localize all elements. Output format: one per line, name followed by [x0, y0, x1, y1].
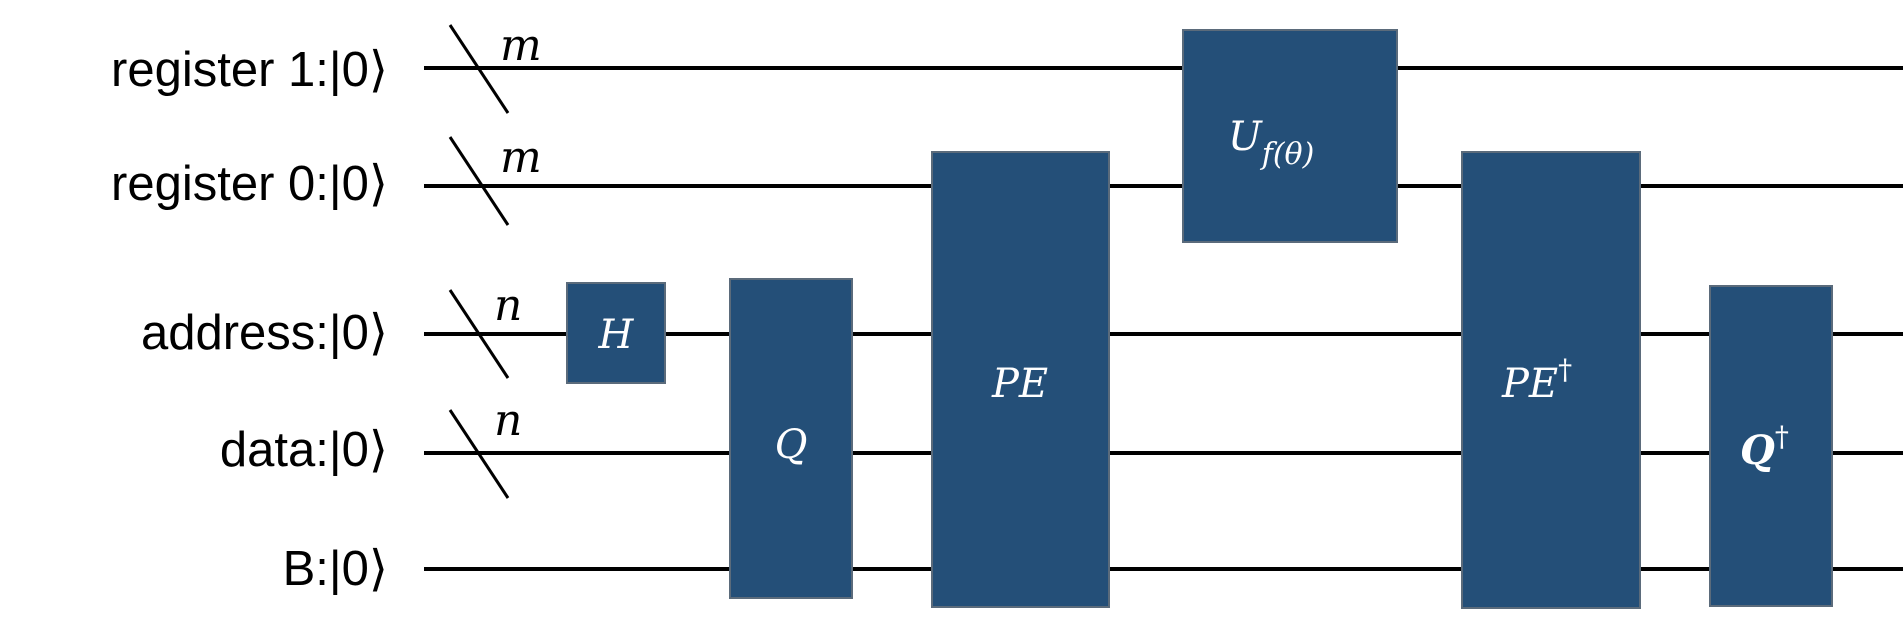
bus-slash-register-0 [448, 136, 510, 226]
gate-q-label: Q [775, 422, 808, 468]
gate-pe: PE [931, 151, 1110, 608]
bus-width-register-1: m [500, 20, 542, 71]
bus-width-address: n [494, 280, 522, 331]
gate-q-box [729, 278, 853, 599]
gate-pe-dagger-superscript: † [1558, 353, 1572, 386]
bus-width-register-0: m [500, 132, 542, 183]
gate-pe-box [931, 151, 1110, 608]
gate-u-f-theta-subscript: f(θ) [1260, 137, 1315, 172]
qubit-label-address: address:|0⟩ [141, 306, 388, 360]
gate-pe-dagger: PE† [1461, 151, 1641, 609]
qubit-label-b: B:|0⟩ [283, 542, 388, 596]
svg-text:Q†: Q† [1740, 420, 1789, 474]
qubit-label-data: data:|0⟩ [220, 423, 388, 477]
gate-pe-dagger-box [1461, 151, 1641, 609]
svg-text:H: H [598, 312, 635, 358]
qubit-label-register-1: register 1:|0⟩ [111, 43, 388, 97]
gate-q-dagger-label: Q [1740, 427, 1775, 474]
qubit-label-register-0: register 0:|0⟩ [111, 157, 388, 211]
gate-u-f-theta-label: U [1228, 114, 1263, 160]
gate-h: H [566, 282, 666, 384]
gate-h-box [566, 282, 666, 384]
gate-q-dagger: Q† [1709, 285, 1833, 607]
bus-slash-data [448, 409, 510, 499]
bus-width-data: n [494, 395, 522, 446]
gate-h-label: H [598, 312, 635, 358]
bus-slash-address [448, 289, 510, 379]
svg-text:Uf(θ): Uf(θ) [1228, 114, 1314, 172]
gate-q-dagger-box [1709, 285, 1833, 607]
bus-slash-register-1 [448, 24, 510, 114]
gate-pe-label: PE [991, 361, 1048, 407]
gate-u-f-theta: Uf(θ) [1182, 29, 1398, 243]
svg-text:PE: PE [991, 361, 1048, 407]
gate-q: Q [729, 278, 853, 599]
gate-pe-dagger-label: PE [1501, 361, 1558, 407]
svg-text:Q: Q [775, 422, 808, 468]
svg-text:PE†: PE† [1501, 353, 1572, 407]
gate-q-dagger-superscript: † [1775, 420, 1789, 453]
gate-u-f-theta-box [1182, 29, 1398, 243]
